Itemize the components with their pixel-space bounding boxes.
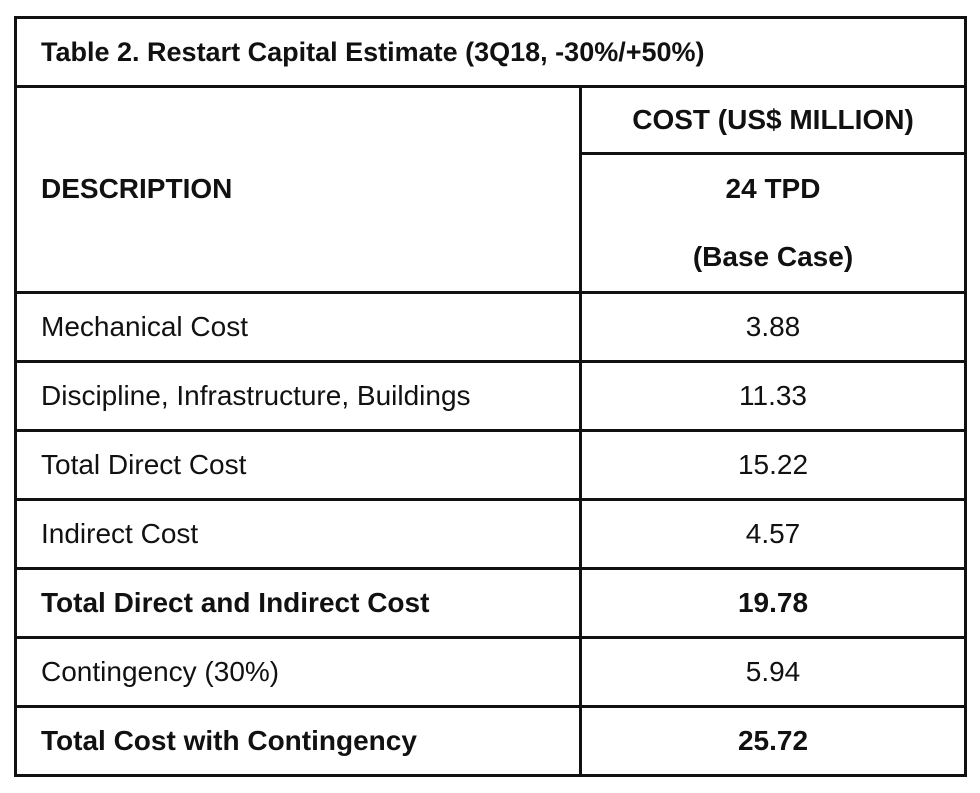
table-row: Discipline, Infrastructure, Buildings 11.…	[14, 360, 967, 432]
row-value: 19.78	[579, 567, 967, 639]
table-row: Indirect Cost 4.57	[14, 498, 967, 570]
case-header-line2: (Base Case)	[692, 241, 854, 272]
row-value: 4.57	[579, 498, 967, 570]
row-value: 5.94	[579, 636, 967, 708]
row-value: 15.22	[579, 429, 967, 501]
table-row: Contingency (30%) 5.94	[14, 636, 967, 708]
row-value: 3.88	[579, 291, 967, 363]
capital-estimate-table: Table 2. Restart Capital Estimate (3Q18,…	[14, 16, 967, 777]
header-row: DESCRIPTION COST (US$ MILLION)	[14, 85, 967, 294]
row-value: 25.72	[579, 705, 967, 777]
description-header: DESCRIPTION	[14, 85, 582, 294]
header-subrow: 24 TPD (Base Case)	[16, 152, 967, 294]
row-label: Contingency (30%)	[14, 636, 582, 708]
table-row: Total Direct and Indirect Cost 19.78	[14, 567, 967, 639]
row-label: Total Direct Cost	[14, 429, 582, 501]
table-row: Total Direct Cost 15.22	[14, 429, 967, 501]
row-label: Indirect Cost	[14, 498, 582, 570]
table-title-row: Table 2. Restart Capital Estimate (3Q18,…	[14, 16, 967, 88]
cost-header: COST (US$ MILLION)	[579, 85, 967, 155]
row-label: Mechanical Cost	[14, 291, 582, 363]
case-header: 24 TPD (Base Case)	[579, 152, 967, 294]
table-row: Mechanical Cost 3.88	[14, 291, 967, 363]
table-title: Table 2. Restart Capital Estimate (3Q18,…	[14, 16, 967, 88]
table-row: Total Cost with Contingency 25.72	[14, 705, 967, 777]
row-value: 11.33	[579, 360, 967, 432]
row-label: Total Direct and Indirect Cost	[14, 567, 582, 639]
row-label: Discipline, Infrastructure, Buildings	[14, 360, 582, 432]
case-header-line1: 24 TPD	[725, 173, 821, 204]
row-label: Total Cost with Contingency	[14, 705, 582, 777]
